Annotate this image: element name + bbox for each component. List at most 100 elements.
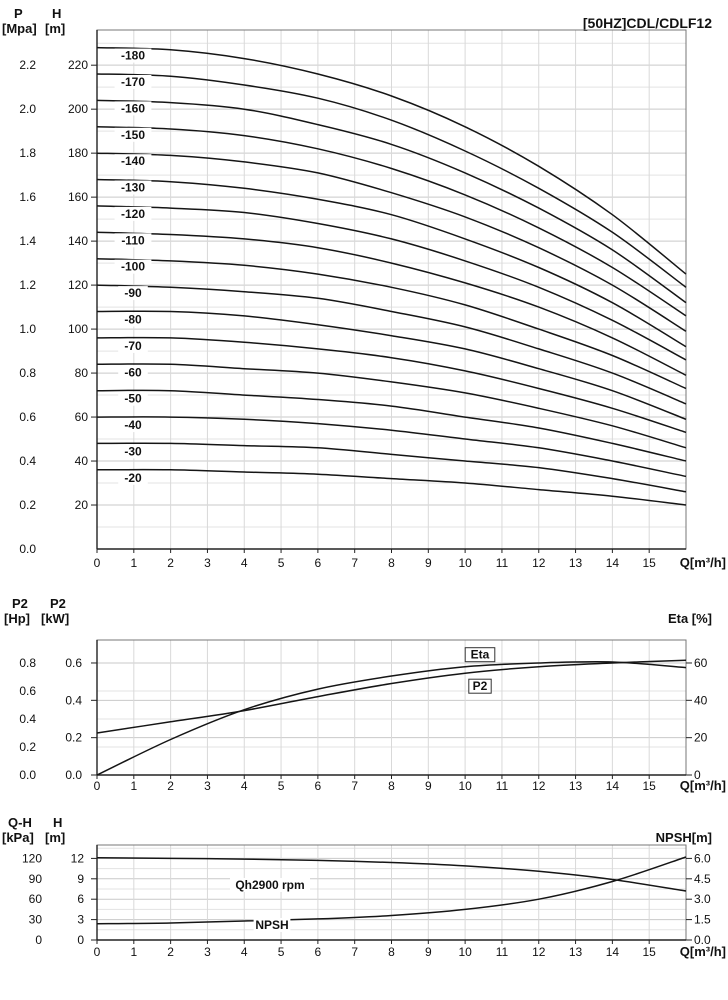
npsh-right-tick-label: 0.0 xyxy=(694,933,711,947)
eta-curve-label: Eta xyxy=(471,648,490,662)
qh-h-tick-label: 140 xyxy=(68,234,88,248)
npsh-curve-labels: Qh2900 rpm NPSH xyxy=(230,878,310,932)
npsh-x-tick-label: 15 xyxy=(643,945,657,959)
qh-curve-label: -70 xyxy=(124,339,142,353)
npsh-x-tick-label: 11 xyxy=(496,945,509,959)
qh-curve-label-bg xyxy=(118,338,148,353)
power-axis1-name: P2 xyxy=(12,596,28,611)
qh-curve-30 xyxy=(96,442,687,493)
qh-p-tick-label: 1.6 xyxy=(19,190,36,204)
qh-axis1-unit: [Mpa] xyxy=(2,21,37,36)
qh-curve-label: -60 xyxy=(124,365,142,379)
npsh-kpa-tick-label: 90 xyxy=(29,872,43,886)
qh-curve-label: -170 xyxy=(121,75,145,89)
power-x-tick-label: 4 xyxy=(241,779,248,793)
qh-p-tick-label: 0.6 xyxy=(19,410,36,424)
qh-curve-140 xyxy=(96,152,687,332)
qh-curve-180 xyxy=(96,46,687,275)
qh-p-tick-label: 0.0 xyxy=(19,542,36,556)
qh-curve-label-bg xyxy=(114,154,152,169)
npsh-kpa-tick-label: 120 xyxy=(22,851,42,865)
qh-curve-110 xyxy=(96,231,687,376)
qh-curves xyxy=(96,46,687,506)
npsh-curve-npsh xyxy=(96,856,687,925)
qh-curve-label: -110 xyxy=(121,233,145,247)
p2-curve-label-bg xyxy=(468,678,492,694)
power-hp-tick-label: 0.2 xyxy=(19,740,36,754)
qh-curve-50 xyxy=(96,389,687,462)
power-x-tick-label: 5 xyxy=(278,779,285,793)
qh-curve-label-bg xyxy=(118,470,148,485)
npshchart-axis2-unit: [m] xyxy=(45,830,66,845)
qh-curve-label-bg xyxy=(118,391,148,406)
npsh-curve-qh2900-rpm xyxy=(96,856,687,892)
npsh-kpa-tick-label: 30 xyxy=(29,913,43,927)
qh-curve-label: -180 xyxy=(121,49,145,63)
qh-x-tick-label: 8 xyxy=(388,556,395,570)
qh-x-tick-label: 3 xyxy=(204,556,211,570)
qh-p-tick-label: 1.0 xyxy=(19,322,36,336)
qh-h-tick-label: 120 xyxy=(68,278,88,292)
qh-x-tick-label: 7 xyxy=(351,556,358,570)
qh-h-tick-label: 220 xyxy=(68,58,88,72)
power-x-tick-label: 2 xyxy=(167,779,174,793)
qh-h-tick-label: 20 xyxy=(75,498,89,512)
power-hp-tick-label: 0.4 xyxy=(19,712,36,726)
power-axis2-name: P2 xyxy=(50,596,66,611)
npsh-x-tick-label: 3 xyxy=(204,945,211,959)
power-x-tick-label: 11 xyxy=(496,779,509,793)
power-eta-tick-label: 40 xyxy=(694,693,708,707)
qh-curve-label: -40 xyxy=(124,418,142,432)
npsh-m-tick-label: 0 xyxy=(77,933,84,947)
qh-curve-label-bg xyxy=(114,180,152,195)
npsh-curves xyxy=(96,856,687,925)
qh2900-curve-label-bg xyxy=(230,878,310,892)
qh-curve-label: -80 xyxy=(124,312,142,326)
qh-h-tick-label: 180 xyxy=(68,146,88,160)
power-x-tick-label: 13 xyxy=(569,779,583,793)
npsh-x-tick-label: 12 xyxy=(532,945,546,959)
power-hp-tick-label: 0.6 xyxy=(19,684,36,698)
npsh-x-tick-label: 7 xyxy=(351,945,358,959)
qh-curve-70 xyxy=(96,336,687,434)
qh-curve-label: -50 xyxy=(124,392,142,406)
qh-curve-label: -90 xyxy=(124,286,142,300)
npsh-x-tick-label: 9 xyxy=(425,945,432,959)
power-kw-tick-label: 0.4 xyxy=(65,693,82,707)
npsh-kpa-tick-label: 60 xyxy=(29,892,43,906)
qh-curve-label-bg xyxy=(114,206,152,221)
power-kw-tick-label: 0.0 xyxy=(65,768,82,782)
qh-x-tick-label: 12 xyxy=(532,556,546,570)
npsh-kpa-tick-label: 0 xyxy=(35,933,42,947)
power-x-tick-label: 3 xyxy=(204,779,211,793)
power-x-tick-label: 6 xyxy=(315,779,322,793)
qh-curve-label-bg xyxy=(118,444,148,459)
npsh-x-unit: Q[m³/h] xyxy=(680,944,726,959)
qh-x-tick-label: 15 xyxy=(643,556,657,570)
qh-curve-label: -30 xyxy=(124,444,142,458)
power-x-unit: Q[m³/h] xyxy=(680,778,726,793)
qh-p-tick-label: 0.8 xyxy=(19,366,36,380)
qh-curve-label-bg xyxy=(114,75,152,89)
eta-axis-label: Eta [%] xyxy=(667,611,712,626)
p2-curve-label: P2 xyxy=(473,679,488,693)
power-kw-tick-label: 0.2 xyxy=(65,731,82,745)
power-x-tick-label: 8 xyxy=(388,779,395,793)
power-x-tick-label: 12 xyxy=(532,779,546,793)
qh2900-curve-label: Qh2900 rpm xyxy=(235,878,304,892)
qh-p-tick-label: 1.8 xyxy=(19,146,36,160)
npsh-m-tick-label: 6 xyxy=(77,892,84,906)
npsh-x-tick-label: 6 xyxy=(315,945,322,959)
qh-h-tick-label: 100 xyxy=(68,322,88,336)
power-eta-tick-label: 20 xyxy=(694,731,708,745)
power-hp-tick-label: 0.0 xyxy=(19,768,36,782)
chart-title: [50HZ]CDL/CDLF12 xyxy=(582,15,712,31)
qh-h-tick-label: 80 xyxy=(75,366,89,380)
qh-curve-60 xyxy=(96,363,687,449)
qh-curve-label: -20 xyxy=(124,471,142,485)
power-x-tick-label: 7 xyxy=(351,779,358,793)
